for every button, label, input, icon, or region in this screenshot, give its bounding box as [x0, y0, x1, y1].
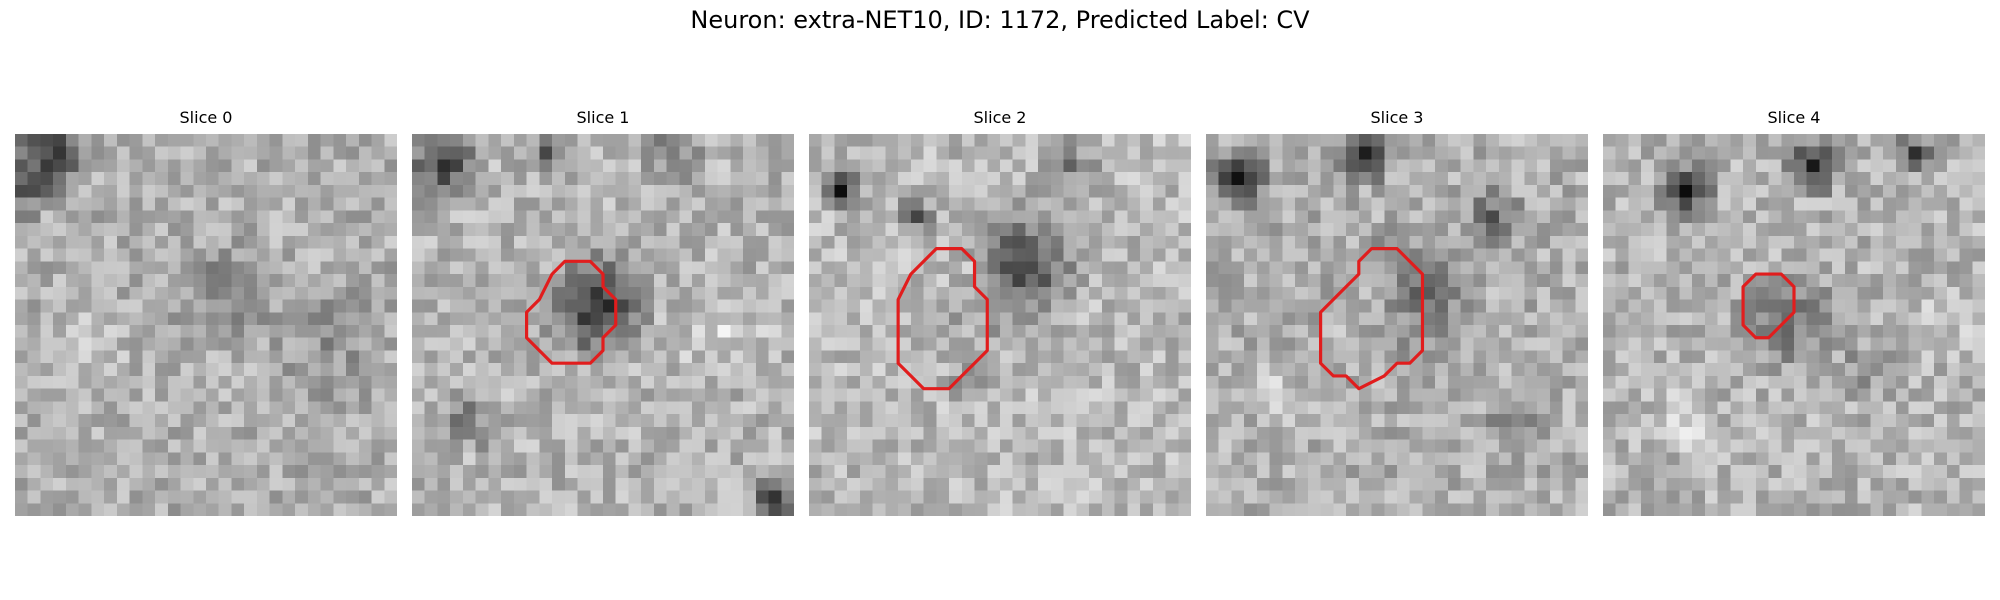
slice-pixels	[412, 134, 794, 516]
contour-overlay	[1319, 247, 1425, 391]
contour-overlay	[896, 247, 989, 391]
slice-title: Slice 0	[179, 108, 233, 127]
segmentation-contour	[1319, 247, 1425, 391]
slice-pixels	[1206, 134, 1588, 516]
slice-title: Slice 2	[973, 108, 1027, 127]
slice-image	[412, 134, 794, 516]
slice-image	[1206, 134, 1588, 516]
segmentation-contour	[1741, 272, 1796, 340]
slice-image	[1603, 134, 1985, 516]
segmentation-contour	[896, 247, 989, 391]
slice-title: Slice 1	[576, 108, 630, 127]
slice-pixels	[15, 134, 397, 516]
contour-overlay	[1741, 272, 1796, 340]
segmentation-contour	[525, 259, 618, 365]
slice-pixels	[1603, 134, 1985, 516]
slice-title: Slice 3	[1370, 108, 1424, 127]
figure-title: Neuron: extra-NET10, ID: 1172, Predicted…	[690, 6, 1310, 34]
slice-title: Slice 4	[1767, 108, 1821, 127]
contour-overlay	[15, 134, 397, 516]
slice-image	[15, 134, 397, 516]
contour-overlay	[525, 259, 618, 365]
slice-image	[809, 134, 1191, 516]
slice-pixels	[809, 134, 1191, 516]
